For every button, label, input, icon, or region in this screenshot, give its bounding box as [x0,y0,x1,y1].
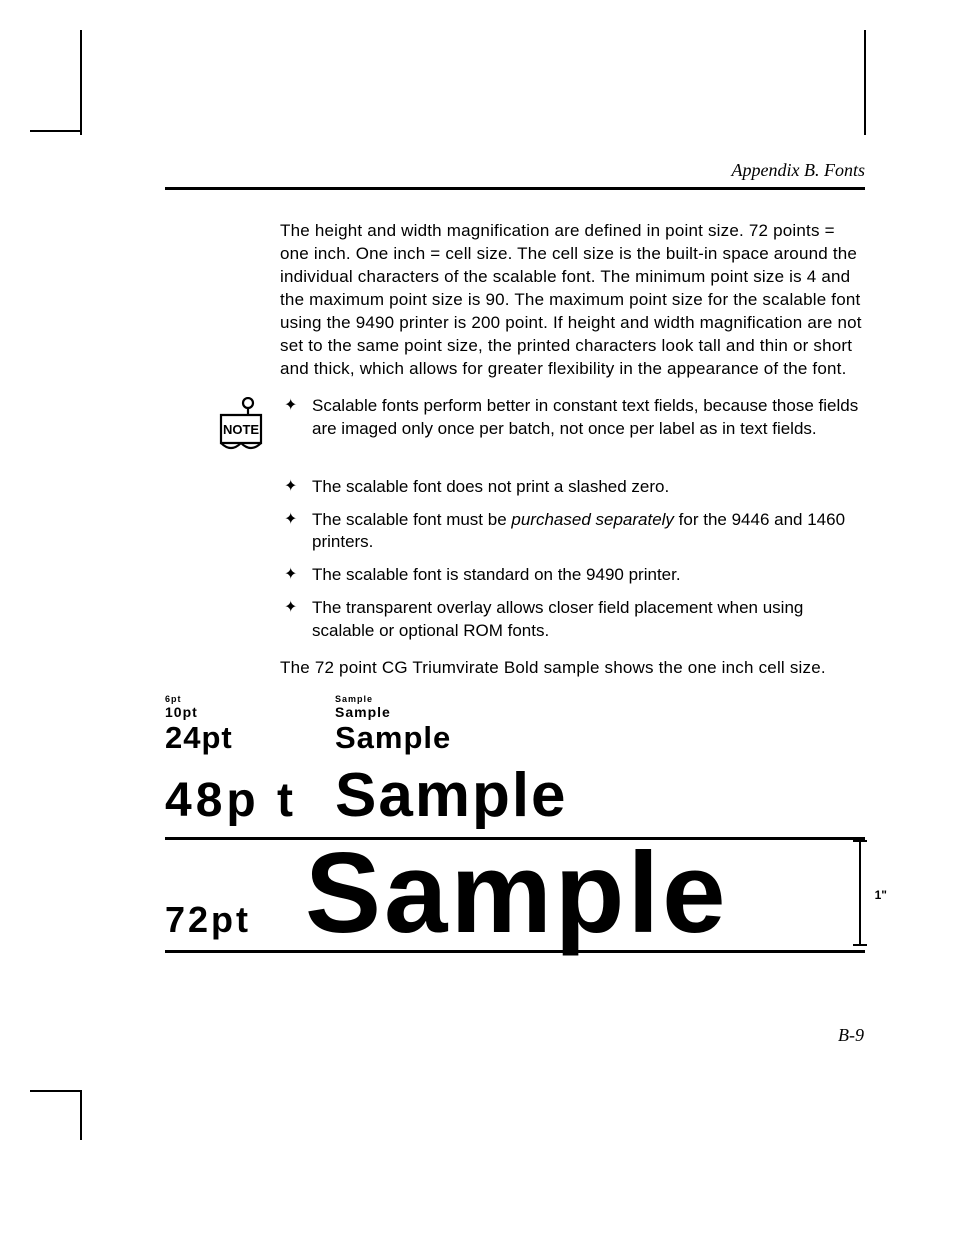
sample-row-48pt: 48p t Sample [165,760,865,831]
bullet-item: The scalable font must be purchased sepa… [280,509,865,555]
paragraph-sample-intro: The 72 point CG Triumvirate Bold sample … [280,657,865,680]
page-number: B-9 [838,1025,864,1046]
note-block: NOTE Scalable fonts perform better in co… [165,395,865,462]
running-header: Appendix B. Fonts [165,160,865,190]
note-icon: NOTE [165,395,280,462]
crop-mark [30,1090,80,1092]
paragraph-intro: The height and width magnification are d… [280,220,865,381]
bullet-item: The scalable font does not print a slash… [280,476,865,499]
sample-row-6pt: 6pt Sample [165,694,865,704]
crop-mark [864,30,866,135]
sample-row-72pt: 72pt Sample [165,840,865,948]
sample-row-24pt: 24pt Sample [165,720,865,756]
page-content: Appendix B. Fonts The height and width m… [165,160,865,953]
measure-label: 1" [875,888,887,902]
note-label: NOTE [223,422,259,437]
sample-row-72pt-wrap: 72pt Sample 1" [165,840,865,953]
crop-mark [80,30,82,135]
crop-mark [30,130,80,132]
measure-bracket: 1" [849,840,867,946]
sample-label: 6pt [165,694,335,704]
sample-text: Sample [335,760,568,831]
font-samples: 6pt Sample 10pt Sample 24pt Sample 48p t… [165,694,865,953]
bullet-item: Scalable fonts perform better in constan… [280,395,865,441]
sample-label: 24pt [165,720,335,756]
sample-text: Sample [335,694,373,704]
sample-label: 10pt [165,704,335,720]
bullet-text: The scalable font must be [312,510,511,529]
sample-text: Sample [335,704,391,720]
bullet-list: The scalable font does not print a slash… [280,476,865,644]
sample-text: Sample [335,720,451,756]
note-bullets: Scalable fonts perform better in constan… [280,395,865,451]
sample-row-10pt: 10pt Sample [165,704,865,720]
crop-mark [80,1090,82,1140]
bullet-text-italic: purchased separately [511,510,674,529]
bullet-item: The scalable font is standard on the 949… [280,564,865,587]
sample-text: Sample [305,840,729,948]
bullet-item: The transparent overlay allows closer fi… [280,597,865,643]
sample-label: 48p t [165,773,335,828]
sample-label: 72pt [165,849,305,941]
